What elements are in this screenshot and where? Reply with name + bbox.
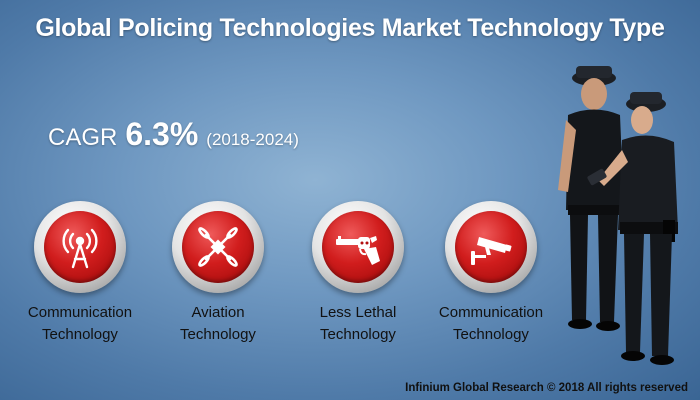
police-officers-image: [558, 66, 678, 365]
officer-female: [587, 92, 678, 365]
cagr-label: CAGR: [48, 124, 118, 151]
cagr-value: 6.3%: [125, 116, 199, 152]
security-camera-icon: [455, 211, 527, 283]
officer-male: [558, 66, 624, 331]
page-title: Global Policing Technologies Market Tech…: [35, 14, 665, 42]
category-less-lethal: Less Lethal Technology: [283, 201, 433, 346]
category-communication: Communication Technology: [5, 201, 155, 346]
cagr-block: CAGR 6.3% (2018-2024): [48, 116, 299, 153]
cagr-period: (2018-2024): [206, 130, 299, 149]
category-label: Communication Technology: [438, 304, 544, 343]
category-label: Aviation Technology: [180, 304, 256, 343]
category-badge: [34, 201, 126, 293]
category-badge: [172, 201, 264, 293]
revolver-icon: [322, 211, 394, 283]
category-label: Less Lethal Technology: [319, 304, 397, 343]
copyright-footer: Infinium Global Research © 2018 All righ…: [405, 382, 688, 394]
drone-icon: [182, 211, 254, 283]
category-label: Communication Technology: [27, 304, 133, 343]
category-communication-camera: Communication Technology: [416, 201, 566, 346]
category-badge: [312, 201, 404, 293]
antenna-tower-icon: [44, 211, 116, 283]
category-aviation: Aviation Technology: [143, 201, 293, 346]
category-badge: [445, 201, 537, 293]
